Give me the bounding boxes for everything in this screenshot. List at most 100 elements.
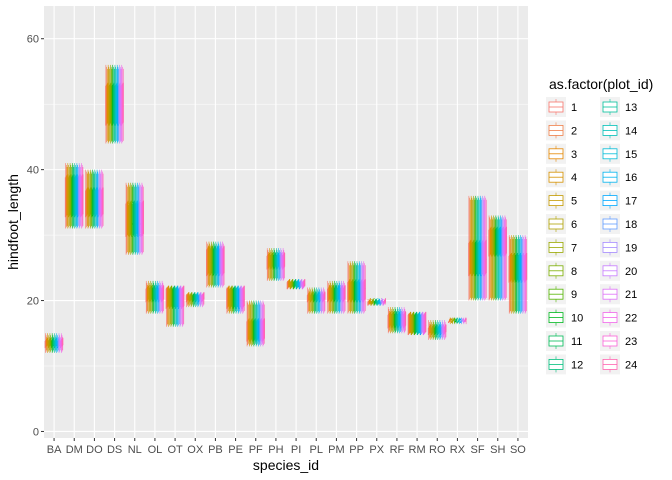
- major-gridlines: [44, 6, 528, 438]
- x-tick-label: OT: [167, 444, 183, 456]
- box-rect: [465, 318, 467, 321]
- x-tick-label: PF: [249, 444, 263, 456]
- legend-label: 17: [625, 196, 637, 208]
- box-rect: [102, 187, 104, 215]
- legend-item: 10: [546, 307, 583, 328]
- box-rect: [450, 318, 452, 321]
- x-tick-label: DO: [86, 444, 103, 456]
- x-tick-label: RX: [450, 444, 466, 456]
- legend-item: 7: [546, 237, 577, 258]
- legend-item: 20: [600, 260, 637, 281]
- box-group-RF: [387, 307, 407, 334]
- box-rect: [381, 298, 383, 303]
- x-tick-label: PI: [291, 444, 301, 456]
- y-tick-label: 40: [27, 165, 39, 177]
- x-tick-label: PX: [369, 444, 384, 456]
- legend-item: 8: [546, 260, 577, 281]
- box-group-PH: [266, 248, 286, 281]
- legend-label: 7: [571, 242, 577, 254]
- box-rect: [425, 311, 427, 333]
- legend-label: 21: [625, 289, 637, 301]
- box-rect: [459, 318, 461, 321]
- x-tick-label: BA: [47, 444, 62, 456]
- box-group-RM: [407, 311, 427, 336]
- box-rect: [223, 246, 225, 274]
- legend-item: 22: [600, 307, 637, 328]
- legend-label: 2: [571, 125, 577, 137]
- x-tick-label: OX: [187, 444, 204, 456]
- box-group-DS: [105, 64, 124, 144]
- legend-item: 24: [600, 354, 637, 375]
- box-group-DO: [85, 169, 104, 229]
- x-tick-label: RO: [429, 444, 446, 456]
- legend-label: 20: [625, 266, 637, 278]
- x-axis-ticks: BA DM DO DS NL OL OT OX PB PE PF PH PI PL PM PP PX RF RM RO…: [47, 438, 526, 456]
- x-tick-label: SO: [510, 444, 526, 456]
- x-tick-label: PP: [349, 444, 364, 456]
- box-rect: [384, 298, 386, 303]
- x-tick-label: PL: [310, 444, 323, 456]
- legend-item: 1: [546, 97, 577, 117]
- box-group-OX: [185, 292, 205, 308]
- box-group-PB: [206, 241, 225, 288]
- legend-label: 12: [571, 359, 583, 371]
- legend-label: 6: [571, 219, 577, 231]
- box-rect: [464, 319, 466, 321]
- box-rect: [460, 321, 462, 323]
- box-group-NL: [125, 182, 144, 255]
- x-tick-label: PM: [328, 444, 345, 456]
- x-tick-label: NL: [128, 444, 142, 456]
- box-rect: [243, 285, 245, 306]
- legend-item: 11: [546, 331, 582, 351]
- y-tick-label: 20: [27, 296, 39, 308]
- legend-item: 17: [600, 190, 637, 211]
- legend-label: 23: [625, 336, 637, 348]
- x-tick-label: PE: [228, 444, 243, 456]
- box-group-SH: [488, 215, 507, 301]
- box-group-OL: [145, 280, 165, 314]
- legend-label: 10: [571, 313, 583, 325]
- x-tick-label: SF: [471, 444, 485, 456]
- legend-label: 15: [625, 149, 637, 161]
- legend-item: 15: [600, 143, 637, 164]
- box-rect: [505, 226, 507, 254]
- box-rect: [162, 285, 165, 300]
- y-tick-label: 0: [33, 426, 39, 438]
- minor-gridlines: [44, 103, 528, 367]
- legend-item: 19: [600, 237, 637, 258]
- legend-item: 2: [546, 120, 577, 141]
- legend-label: 22: [625, 313, 637, 325]
- box-group-SO: [508, 235, 528, 314]
- box-rect: [364, 279, 366, 300]
- legend-item: 5: [546, 190, 577, 211]
- box-group-DM: [64, 163, 84, 229]
- legend-item: 13: [600, 97, 637, 117]
- x-axis-title: species_id: [253, 457, 319, 473]
- box-rect: [485, 239, 487, 274]
- x-tick-label: DS: [107, 444, 122, 456]
- legend-item: 9: [546, 284, 577, 305]
- box-rect: [449, 319, 451, 321]
- box-rect: [525, 252, 528, 280]
- box-rect: [304, 279, 306, 287]
- box-group-BA: [44, 333, 64, 353]
- box-rect: [203, 292, 205, 300]
- box-group-RO: [427, 320, 447, 340]
- x-tick-label: SH: [490, 444, 505, 456]
- legend-label: 11: [571, 336, 582, 348]
- x-tick-label: PH: [268, 444, 283, 456]
- box-rect: [122, 82, 124, 123]
- legend-item: 3: [546, 143, 577, 164]
- x-tick-label: PB: [208, 444, 223, 456]
- legend-item: 18: [600, 214, 637, 234]
- box-rect: [454, 320, 457, 322]
- box-group-PI: [286, 279, 306, 290]
- legend-label: 14: [625, 125, 637, 137]
- x-tick-label: DM: [66, 444, 83, 456]
- legend-label: 24: [625, 359, 637, 371]
- legend-item: 21: [600, 284, 637, 305]
- box-rect: [457, 321, 459, 323]
- box-rect: [62, 338, 64, 346]
